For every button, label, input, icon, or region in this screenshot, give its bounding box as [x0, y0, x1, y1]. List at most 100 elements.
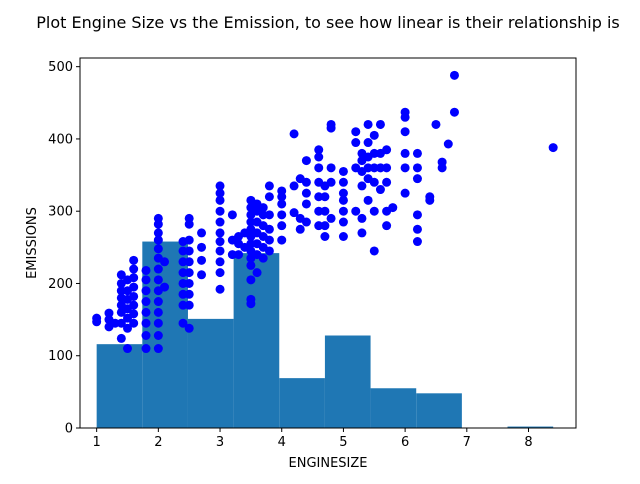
scatter-point-40 — [154, 308, 163, 317]
scatter-point-24 — [129, 292, 138, 301]
scatter-point-36 — [142, 266, 151, 275]
scatter-point-28 — [129, 256, 138, 265]
scatter-point-14 — [123, 344, 132, 353]
scatter-point-156 — [327, 178, 336, 187]
scatter-point-133 — [290, 181, 299, 190]
chart-title: Plot Engine Size vs the Emission, to see… — [36, 13, 620, 32]
scatter-point-157 — [327, 163, 336, 172]
scatter-point-138 — [302, 218, 311, 227]
scatter-point-119 — [259, 203, 268, 212]
scatter-point-120 — [265, 246, 274, 255]
y-tick-label: 300 — [48, 205, 73, 220]
scatter-point-33 — [142, 297, 151, 306]
scatter-point-141 — [302, 178, 311, 187]
scatter-point-80 — [216, 228, 225, 237]
x-tick-label: 7 — [463, 435, 471, 450]
scatter-point-166 — [339, 167, 348, 176]
scatter-point-50 — [154, 214, 163, 223]
scatter-point-139 — [302, 199, 311, 208]
histogram-bar-6 — [371, 388, 417, 428]
scatter-point-44 — [154, 265, 163, 274]
scatter-point-205 — [413, 237, 422, 246]
scatter-point-6 — [117, 334, 126, 343]
scatter-point-164 — [339, 189, 348, 198]
scatter-point-152 — [320, 207, 329, 216]
scatter-point-89 — [234, 250, 243, 259]
scatter-point-135 — [296, 225, 305, 234]
scatter-point-219 — [549, 143, 558, 152]
scatter-point-25 — [129, 283, 138, 292]
scatter-point-77 — [216, 257, 225, 266]
scatter-point-22 — [129, 309, 138, 318]
scatter-point-147 — [314, 163, 323, 172]
x-tick-label: 5 — [339, 435, 347, 450]
scatter-point-213 — [431, 120, 440, 129]
scatter-point-23 — [129, 301, 138, 310]
scatter-point-96 — [246, 275, 255, 284]
scatter-point-183 — [370, 246, 379, 255]
scatter-point-172 — [357, 214, 366, 223]
y-tick-label: 200 — [48, 277, 73, 292]
scatter-point-140 — [302, 189, 311, 198]
scatter-point-126 — [277, 236, 286, 245]
x-tick-label: 4 — [278, 435, 286, 450]
scatter-point-70 — [185, 214, 194, 223]
scatter-point-114 — [259, 254, 268, 263]
scatter-point-173 — [357, 181, 366, 190]
scatter-point-161 — [339, 218, 348, 227]
y-tick-label: 100 — [48, 349, 73, 364]
scatter-point-46 — [154, 244, 163, 253]
histogram-bar-5 — [325, 336, 371, 429]
scatter-point-37 — [154, 344, 163, 353]
scatter-point-65 — [185, 268, 194, 277]
x-tick-label: 6 — [401, 435, 409, 450]
scatter-point-218 — [450, 71, 459, 80]
scatter-point-31 — [142, 319, 151, 328]
scatter-point-43 — [154, 275, 163, 284]
scatter-point-48 — [154, 228, 163, 237]
scatter-point-29 — [142, 344, 151, 353]
scatter-point-67 — [185, 246, 194, 255]
scatter-point-177 — [364, 196, 373, 205]
scatter-point-35 — [142, 275, 151, 284]
scatter-point-107 — [253, 268, 262, 277]
scatter-point-85 — [216, 181, 225, 190]
scatter-point-82 — [216, 207, 225, 216]
scatter-point-63 — [185, 290, 194, 299]
scatter-point-204 — [401, 108, 410, 117]
histogram-bar-0 — [97, 344, 143, 428]
scatter-point-216 — [444, 139, 453, 148]
x-tick-label: 8 — [524, 435, 532, 450]
x-tick-label: 3 — [216, 435, 224, 450]
histogram-bar-2 — [188, 319, 234, 428]
scatter-point-167 — [351, 207, 360, 216]
scatter-point-79 — [216, 237, 225, 246]
scatter-point-26 — [129, 273, 138, 282]
scatter-point-134 — [290, 129, 299, 138]
y-axis: 0 100 200 300 400 500 — [48, 60, 80, 436]
scatter-point-66 — [185, 257, 194, 266]
scatter-point-159 — [327, 120, 336, 129]
scatter-point-155 — [327, 214, 336, 223]
scatter-point-34 — [142, 286, 151, 295]
scatter-point-200 — [401, 163, 410, 172]
scatter-point-160 — [339, 232, 348, 241]
scatter-point-202 — [401, 127, 410, 136]
scatter-point-206 — [413, 225, 422, 234]
x-tick-label: 1 — [93, 435, 101, 450]
scatter-point-197 — [382, 145, 391, 154]
scatter-point-207 — [413, 210, 422, 219]
histogram-bar-7 — [416, 393, 462, 428]
scatter-point-209 — [413, 163, 422, 172]
scatter-point-151 — [320, 221, 329, 230]
scatter-point-184 — [370, 207, 379, 216]
scatter-point-127 — [277, 221, 286, 230]
scatter-point-142 — [302, 156, 311, 165]
scatter-point-217 — [450, 108, 459, 117]
histogram-bar-3 — [234, 253, 280, 428]
scatter-point-52 — [160, 257, 169, 266]
scatter-point-189 — [376, 185, 385, 194]
scatter-point-188 — [370, 131, 379, 140]
scatter-point-210 — [413, 149, 422, 158]
